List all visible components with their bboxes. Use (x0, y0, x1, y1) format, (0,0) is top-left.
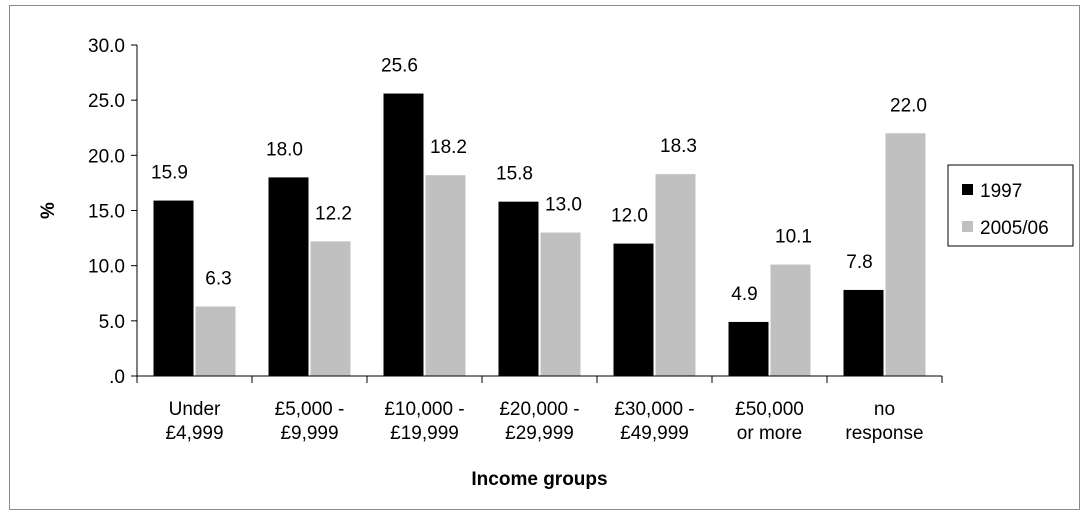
x-tick-label: £50,000 or more (735, 399, 804, 444)
x-axis-title: Income groups (471, 469, 607, 490)
legend-label-1997: 1997 (980, 181, 1022, 202)
bar-1997-2 (383, 93, 424, 377)
bar-1997-5 (728, 321, 769, 376)
data-label-2005-06-0: 6.3 (205, 268, 231, 289)
data-label-2005-06-3: 13.0 (545, 195, 582, 216)
legend: 1997 2005/06 (947, 164, 1074, 247)
data-label-1997-3: 15.8 (496, 164, 533, 185)
bar-1997-6 (843, 289, 884, 376)
y-tick-label: 5.0 (99, 312, 125, 333)
y-tick-label: 10.0 (88, 257, 125, 278)
y-tick-label: 25.0 (88, 91, 125, 112)
x-tick-label: £10,000 -£19,999 (384, 399, 464, 444)
bar-2005-06-2 (425, 175, 466, 376)
data-label-2005-06-4: 18.3 (660, 136, 697, 157)
data-label-2005-06-1: 12.2 (315, 203, 352, 224)
legend-label-2005-06: 2005/06 (980, 218, 1049, 239)
bar-2005-06-0 (195, 306, 236, 376)
bar-1997-0 (153, 200, 194, 376)
bar-2005-06-5 (770, 264, 811, 376)
x-tick-label: no response (845, 399, 923, 444)
data-label-1997-4: 12.0 (611, 206, 648, 227)
bar-1997-1 (268, 177, 309, 376)
y-tick-label: .0 (109, 367, 125, 388)
x-tick-label: £30,000 -£49,999 (614, 399, 694, 444)
bar-1997-4 (613, 243, 654, 376)
legend-swatch-1997 (962, 184, 973, 195)
bar-1997-3 (498, 201, 539, 376)
bar-2005-06-3 (540, 232, 581, 376)
legend-swatch-2005-06 (962, 221, 973, 232)
plot-area: 15.9 18.0 25.6 15.8 12.0 4.9 7.8 6.3 12.2 18.2 13.… (151, 56, 927, 377)
bar-2005-06-6 (885, 133, 926, 376)
data-label-1997-2: 25.6 (381, 56, 418, 77)
data-label-1997-0: 15.9 (151, 163, 188, 184)
data-label-1997-1: 18.0 (266, 139, 303, 160)
data-label-1997-6: 7.8 (846, 252, 872, 273)
data-label-2005-06-6: 22.0 (890, 95, 927, 116)
data-label-1997-5: 4.9 (731, 284, 757, 305)
data-label-2005-06-5: 10.1 (775, 227, 812, 248)
bar-2005-06-4 (655, 174, 696, 376)
legend-box (947, 164, 1074, 247)
x-tick-label: £5,000 -£9,999 (275, 399, 345, 444)
x-axis: Under £4,999 £5,000 -£9,999 £10,000 -£19,99… (136, 375, 943, 444)
x-tick-label: Under £4,999 (165, 399, 223, 444)
y-axis-title: % (38, 202, 59, 219)
x-tick-label: £20,000 -£29,999 (499, 399, 579, 444)
data-label-2005-06-2: 18.2 (430, 137, 467, 158)
bar-2005-06-1 (310, 241, 351, 376)
y-tick-label: 20.0 (88, 146, 125, 167)
y-axis: .0 5.0 10.0 15.0 20.0 25.0 30.0 (88, 36, 138, 388)
y-tick-label: 15.0 (88, 202, 125, 223)
y-tick-label: 30.0 (88, 36, 125, 57)
